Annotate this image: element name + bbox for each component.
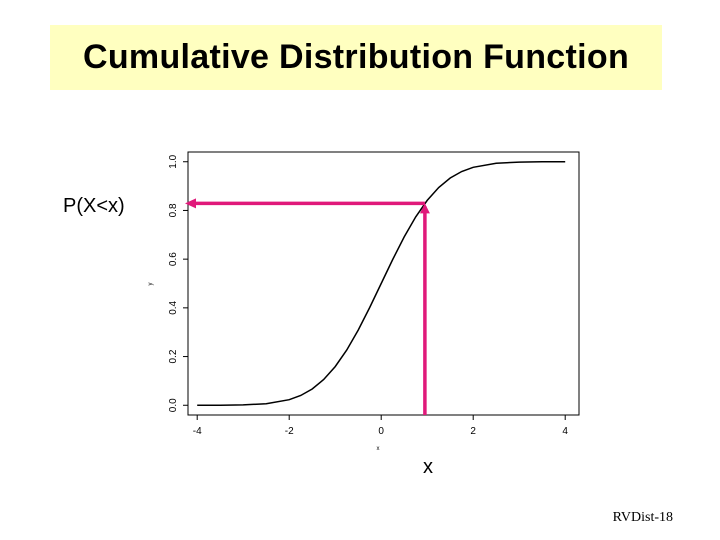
plot-frame: [187, 151, 580, 416]
slide-title-box: Cumulative Distribution Function: [50, 25, 662, 90]
annotation-layer: [185, 198, 430, 415]
x-tick-label: 4: [562, 426, 568, 437]
x-tick-label: 2: [470, 426, 476, 437]
y-tick-label: 0.4: [168, 300, 179, 314]
y-tick-label: 1.0: [168, 154, 179, 168]
y-tick-label: 0.6: [168, 252, 179, 266]
x-tick-label: -2: [285, 426, 294, 437]
x-axis-label: x: [377, 446, 380, 452]
x-annotation-label: x: [423, 456, 433, 478]
horizontal-arrow-head: [185, 198, 196, 209]
y-axis-label: y: [148, 283, 154, 286]
y-tick-label: 0.0: [168, 398, 179, 412]
y-tick-label: 0.2: [168, 349, 179, 363]
x-axis: -4 -2 0 2 4: [193, 415, 568, 437]
slide-footer: RVDist-18: [612, 510, 673, 525]
x-tick-label: 0: [378, 426, 384, 437]
slide-title: Cumulative Distribution Function: [82, 38, 630, 76]
y-tick-label: 0.8: [168, 203, 179, 217]
x-tick-label: -4: [193, 426, 202, 437]
cdf-curve-line: [197, 160, 566, 407]
px-annotation-label: P(X<x): [63, 195, 125, 217]
vertical-arrow-head: [419, 203, 430, 214]
y-axis: 0.0 0.2 0.4 0.6 0.8 1.0: [168, 154, 188, 412]
series-layer: [197, 160, 566, 407]
